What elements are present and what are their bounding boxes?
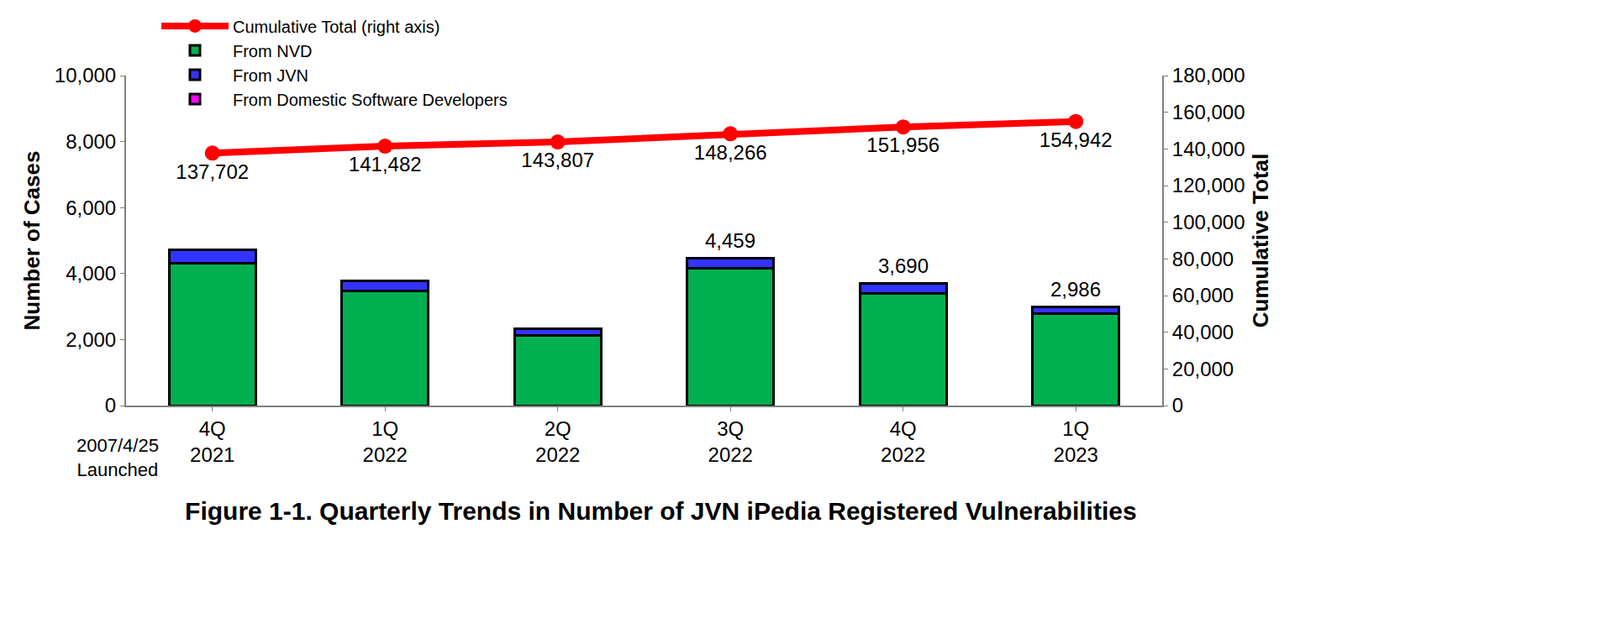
svg-text:80,000: 80,000 [1172,247,1234,271]
svg-text:1Q2023: 1Q2023 [1053,417,1099,467]
svg-text:From JVN: From JVN [232,66,309,85]
svg-text:4,459: 4,459 [705,229,756,253]
svg-text:2Q2022: 2Q2022 [535,417,580,467]
svg-text:2007/4/25Launched: 2007/4/25Launched [76,435,159,481]
svg-text:6,000: 6,000 [65,196,116,220]
svg-text:151,956: 151,956 [866,133,940,157]
svg-text:180,000: 180,000 [1172,63,1246,87]
svg-text:Number of Cases: Number of Cases [19,151,45,332]
svg-text:40,000: 40,000 [1172,321,1234,344]
svg-text:154,942: 154,942 [1039,128,1113,152]
svg-text:120,000: 120,000 [1172,173,1246,197]
svg-text:10,000: 10,000 [54,63,116,87]
svg-text:148,266: 148,266 [694,141,768,164]
svg-text:0: 0 [105,394,116,417]
svg-text:100,000: 100,000 [1172,210,1246,234]
svg-text:Cumulative Total (right axis): Cumulative Total (right axis) [232,17,440,37]
svg-text:3Q2022: 3Q2022 [708,417,753,467]
svg-text:4Q2022: 4Q2022 [880,417,926,467]
svg-text:1Q2022: 1Q2022 [363,417,408,467]
svg-text:143,807: 143,807 [521,148,595,172]
svg-text:4Q2021: 4Q2021 [189,417,235,467]
svg-text:Cumulative Total: Cumulative Total [1247,153,1274,329]
svg-text:160,000: 160,000 [1172,100,1246,124]
svg-text:141,482: 141,482 [348,152,422,176]
svg-text:4,000: 4,000 [65,262,116,285]
svg-text:From NVD: From NVD [232,42,312,61]
svg-text:From Domestic Software Develop: From Domestic Software Developers [232,90,508,110]
svg-text:20,000: 20,000 [1172,357,1234,381]
svg-text:60,000: 60,000 [1172,284,1234,307]
svg-text:3,690: 3,690 [878,254,929,278]
svg-text:Figure 1-1. Quarterly Trends i: Figure 1-1. Quarterly Trends in Number o… [184,497,1137,526]
svg-text:140,000: 140,000 [1172,137,1246,161]
svg-text:2,000: 2,000 [65,328,116,352]
svg-text:2,986: 2,986 [1050,278,1101,301]
svg-text:137,702: 137,702 [175,160,249,184]
svg-text:0: 0 [1172,394,1184,417]
svg-text:8,000: 8,000 [65,130,116,153]
